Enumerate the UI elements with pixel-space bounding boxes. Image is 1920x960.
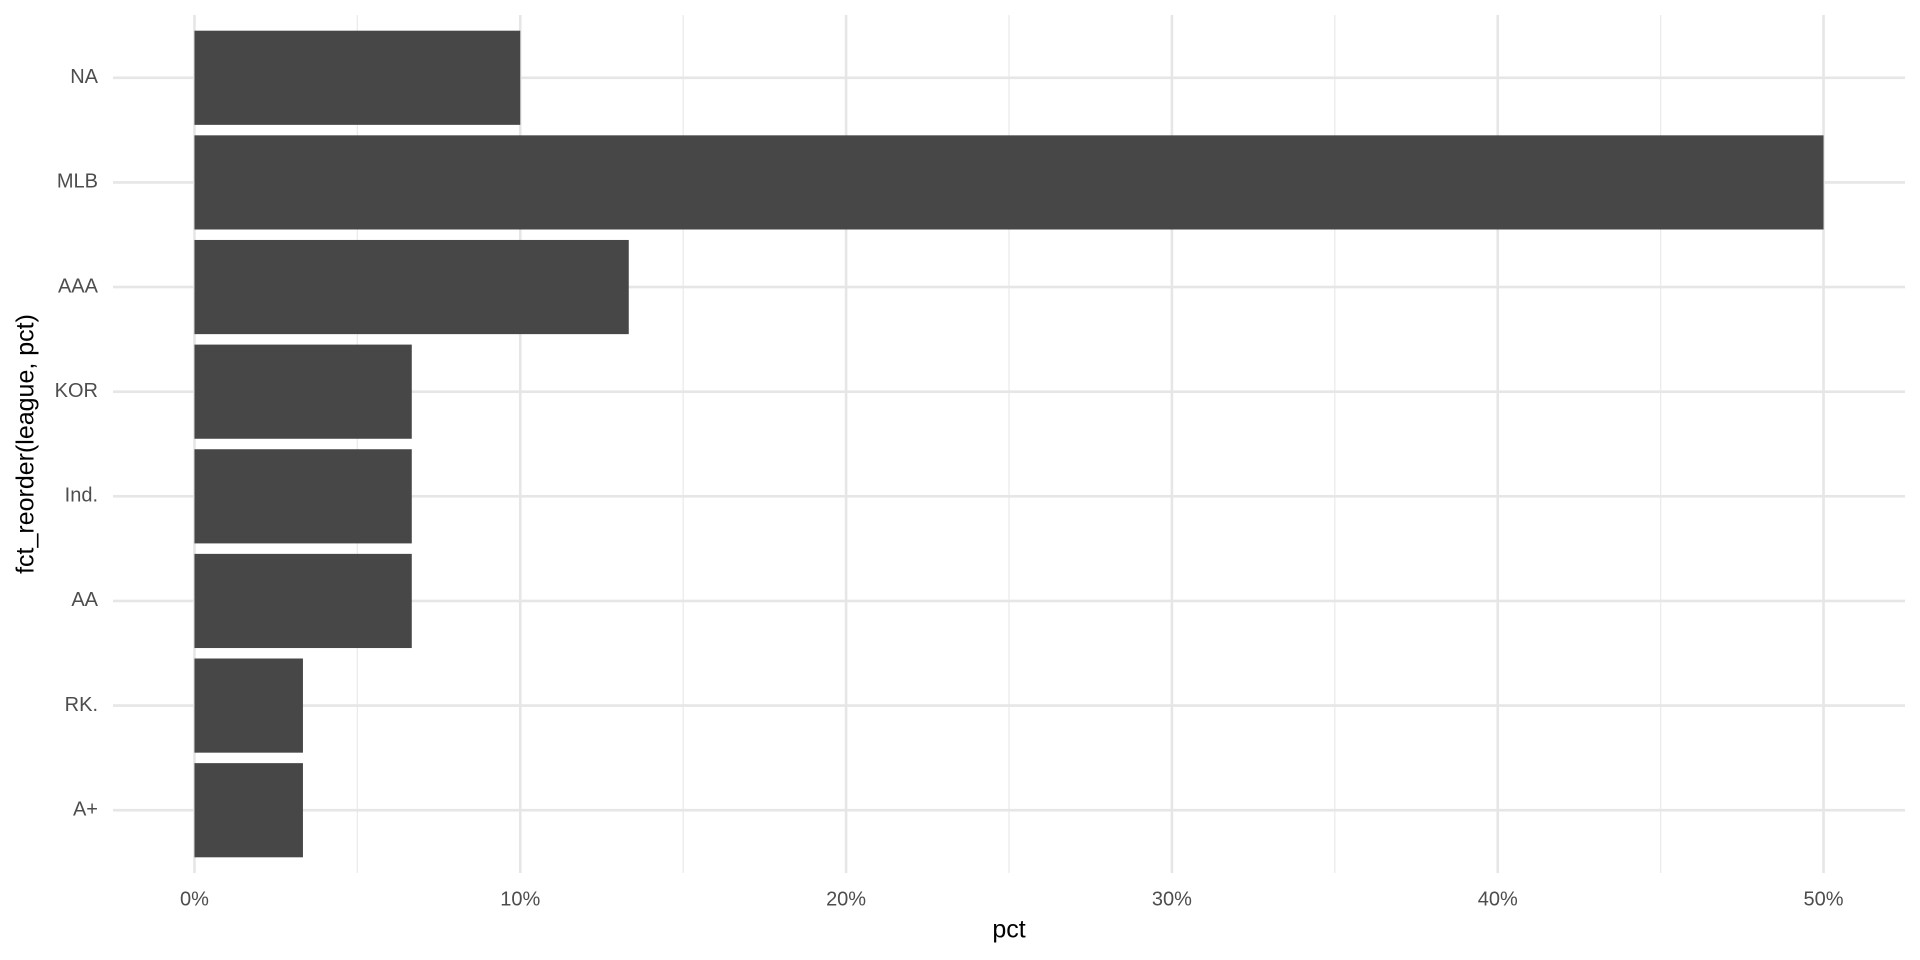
bar — [194, 30, 521, 125]
bar — [194, 449, 412, 544]
bar — [194, 344, 412, 439]
y-tick-label: A+ — [73, 799, 98, 821]
x-tick-label: 0% — [180, 888, 209, 910]
y-tick-label: NA — [70, 66, 98, 88]
y-axis-title: fct_reorder(league, pct) — [12, 314, 40, 574]
x-axis-title: pct — [992, 916, 1025, 944]
y-tick-label: MLB — [57, 171, 98, 193]
x-tick-label: 10% — [500, 888, 540, 910]
y-tick-label: RK. — [65, 694, 98, 716]
x-tick-label: 20% — [826, 888, 866, 910]
y-tick-label: AA — [71, 589, 98, 611]
bar — [194, 553, 412, 649]
bar — [194, 239, 629, 335]
y-tick-label: Ind. — [65, 485, 98, 507]
x-tick-label: 30% — [1152, 888, 1192, 910]
x-tick-label: 50% — [1804, 888, 1844, 910]
bar — [194, 135, 1824, 230]
y-tick-label: KOR — [55, 380, 98, 402]
bar — [194, 763, 303, 858]
bar — [194, 658, 303, 753]
bars — [194, 30, 1824, 858]
x-tick-label: 40% — [1478, 888, 1518, 910]
y-tick-label: AAA — [58, 275, 99, 297]
